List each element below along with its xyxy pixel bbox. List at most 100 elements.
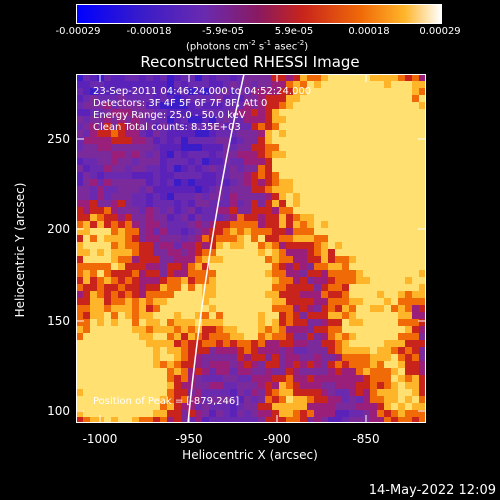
heatmap-pixel	[202, 340, 209, 347]
heatmap-pixel	[300, 137, 307, 144]
heatmap-pixel	[160, 116, 167, 123]
heatmap-pixel	[139, 242, 146, 249]
heatmap-pixel	[335, 312, 342, 319]
heatmap-pixel	[384, 291, 391, 298]
heatmap-pixel	[104, 298, 111, 305]
heatmap-pixel	[181, 249, 188, 256]
heatmap-pixel	[363, 123, 370, 130]
heatmap-pixel	[328, 347, 335, 354]
heatmap-pixel	[181, 375, 188, 382]
heatmap-pixel	[118, 116, 125, 123]
heatmap-pixel	[328, 95, 335, 102]
heatmap-pixel	[132, 368, 139, 375]
heatmap-pixel	[188, 319, 195, 326]
heatmap-pixel	[97, 256, 104, 263]
heatmap-pixel	[398, 123, 405, 130]
heatmap-pixel	[97, 207, 104, 214]
heatmap-pixel	[160, 326, 167, 333]
heatmap-pixel	[83, 284, 90, 291]
heatmap-pixel	[335, 382, 342, 389]
heatmap-pixel	[272, 382, 279, 389]
heatmap-pixel	[244, 179, 251, 186]
heatmap-pixel	[391, 270, 398, 277]
heatmap-pixel	[209, 137, 216, 144]
heatmap-pixel	[174, 200, 181, 207]
heatmap-pixel	[293, 95, 300, 102]
heatmap-pixel	[328, 291, 335, 298]
heatmap-pixel	[83, 340, 90, 347]
heatmap-pixel	[349, 242, 356, 249]
heatmap-pixel	[412, 249, 419, 256]
heatmap-pixel	[293, 235, 300, 242]
heatmap-pixel	[223, 263, 230, 270]
heatmap-pixel	[370, 186, 377, 193]
heatmap-pixel	[181, 284, 188, 291]
heatmap-pixel	[153, 151, 160, 158]
heatmap-pixel	[293, 172, 300, 179]
heatmap-pixel	[244, 368, 251, 375]
heatmap-pixel	[384, 277, 391, 284]
heatmap-pixel	[356, 214, 363, 221]
heatmap-pixel	[279, 375, 286, 382]
heatmap-pixel	[286, 403, 293, 410]
heatmap-pixel	[293, 242, 300, 249]
heatmap-pixel	[132, 221, 139, 228]
heatmap-pixel	[202, 130, 209, 137]
heatmap-pixel	[90, 214, 97, 221]
heatmap-pixel	[202, 214, 209, 221]
heatmap-pixel	[76, 319, 83, 326]
heatmap-pixel	[139, 284, 146, 291]
heatmap-pixel	[377, 214, 384, 221]
heatmap-pixel	[370, 410, 377, 417]
heatmap-pixel	[139, 151, 146, 158]
heatmap-pixel	[412, 389, 419, 396]
heatmap-pixel	[97, 165, 104, 172]
heatmap-pixel	[209, 207, 216, 214]
heatmap-pixel	[76, 368, 83, 375]
heatmap-pixel	[293, 102, 300, 109]
heatmap-pixel	[258, 74, 265, 81]
heatmap-pixel	[321, 396, 328, 403]
heatmap-pixel	[111, 249, 118, 256]
heatmap-pixel	[237, 214, 244, 221]
heatmap-pixel	[83, 116, 90, 123]
heatmap-pixel	[209, 102, 216, 109]
heatmap-pixel	[419, 354, 426, 361]
heatmap-pixel	[188, 298, 195, 305]
heatmap-pixel	[286, 102, 293, 109]
heatmap-pixel	[384, 249, 391, 256]
heatmap-pixel	[356, 88, 363, 95]
heatmap-pixel	[118, 298, 125, 305]
heatmap-pixel	[342, 144, 349, 151]
heatmap-pixel	[265, 165, 272, 172]
heatmap-pixel	[419, 186, 426, 193]
heatmap-pixel	[181, 382, 188, 389]
heatmap-pixel	[265, 228, 272, 235]
heatmap-pixel	[216, 361, 223, 368]
heatmap-pixel	[335, 340, 342, 347]
heatmap-pixel	[293, 179, 300, 186]
heatmap-pixel	[160, 403, 167, 410]
heatmap-pixel	[349, 81, 356, 88]
heatmap-pixel	[405, 347, 412, 354]
heatmap-pixel	[167, 277, 174, 284]
heatmap-pixel	[349, 396, 356, 403]
heatmap-pixel	[258, 263, 265, 270]
heatmap-pixel	[83, 74, 90, 81]
heatmap-pixel	[258, 151, 265, 158]
heatmap-pixel	[405, 74, 412, 81]
heatmap-pixel	[412, 277, 419, 284]
heatmap-pixel	[111, 347, 118, 354]
heatmap-pixel	[356, 347, 363, 354]
heatmap-pixel	[146, 207, 153, 214]
heatmap-pixel	[209, 403, 216, 410]
heatmap-pixel	[202, 179, 209, 186]
heatmap-pixel	[202, 410, 209, 417]
heatmap-pixel	[195, 200, 202, 207]
heatmap-pixel	[321, 368, 328, 375]
heatmap-pixel	[132, 151, 139, 158]
heatmap-pixel	[265, 207, 272, 214]
heatmap-pixel	[412, 319, 419, 326]
heatmap-pixel	[398, 403, 405, 410]
heatmap-pixel	[125, 186, 132, 193]
